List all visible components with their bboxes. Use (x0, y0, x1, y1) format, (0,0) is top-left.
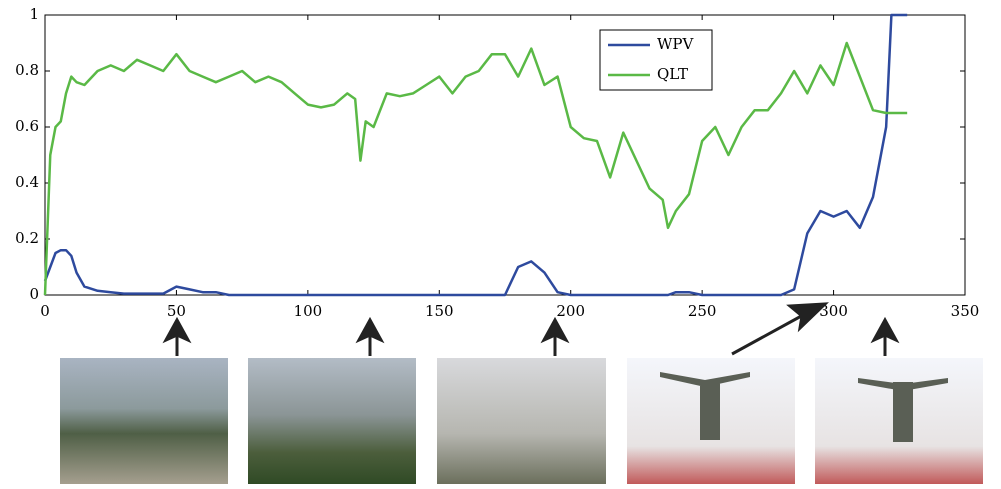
thumbnail (60, 358, 228, 484)
y-tick-label: 0.4 (15, 173, 39, 191)
thumbnail (437, 358, 606, 484)
legend: WPV QLT (600, 30, 712, 90)
x-tick-label: 100 (294, 302, 323, 320)
arrow (732, 314, 805, 354)
y-tick-label: 0.2 (15, 229, 39, 247)
y-tick-label: 0.6 (15, 117, 39, 135)
x-tick-label: 50 (167, 302, 186, 320)
legend-label: QLT (657, 65, 688, 83)
y-tick-label: 0 (29, 285, 39, 303)
thumbnail (248, 358, 416, 484)
x-tick-label: 200 (556, 302, 585, 320)
legend-box (600, 30, 712, 90)
y-tick-label: 1 (29, 5, 39, 23)
y-tick-label: 0.8 (15, 61, 39, 79)
x-tick-label: 150 (425, 302, 454, 320)
series-line (45, 43, 907, 295)
plot-frame (45, 15, 965, 295)
x-tick-label: 350 (951, 302, 980, 320)
x-tick-label: 250 (688, 302, 717, 320)
figure: 00.20.40.60.81050100150200250300350 WPVQ… (0, 0, 1001, 489)
arrows (166, 304, 896, 356)
x-tick-label: 0 (40, 302, 50, 320)
thumbnails (60, 358, 983, 484)
legend-label: WPV (657, 35, 695, 53)
